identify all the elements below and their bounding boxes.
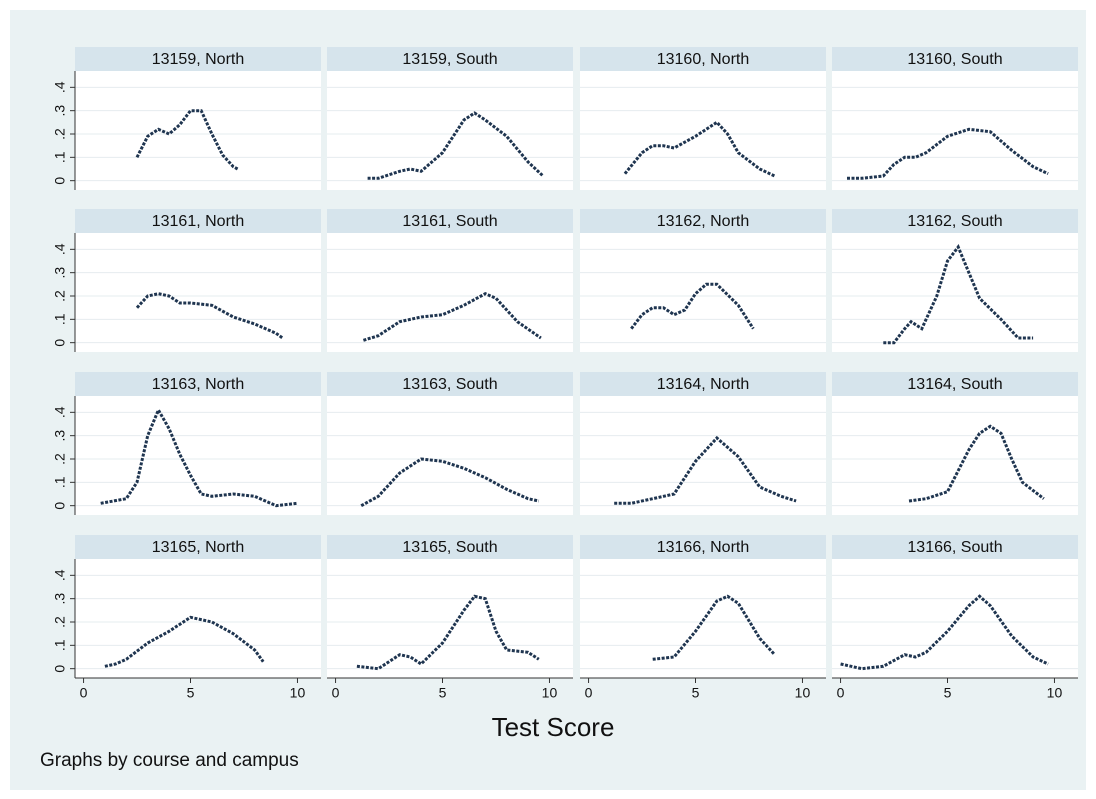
- y-tick-label: .3: [52, 430, 68, 442]
- panel-title: 13165, South: [402, 539, 497, 556]
- y-tick-label: 0: [52, 339, 68, 347]
- y-tick-label: 0: [52, 177, 68, 185]
- x-tick-label: 0: [585, 685, 593, 701]
- panel-title: 13160, South: [907, 51, 1002, 68]
- panel-header: [75, 535, 321, 559]
- panel-header: [580, 209, 826, 233]
- panel-header: [327, 535, 573, 559]
- panel-title: 13159, South: [402, 51, 497, 68]
- x-tick-label: 0: [80, 685, 88, 701]
- plot-area: [832, 71, 1078, 190]
- density-line: [908, 424, 1045, 503]
- x-tick-label: 5: [692, 685, 700, 701]
- plot-area: [75, 559, 321, 678]
- panel-title: 13162, North: [657, 213, 750, 230]
- x-tick-label: 10: [542, 685, 558, 701]
- note: Graphs by course and campus: [40, 750, 299, 771]
- panel-header: [75, 372, 321, 396]
- density-line: [356, 594, 540, 671]
- plot-area: [580, 396, 826, 515]
- panel-title: 13159, North: [152, 51, 245, 68]
- x-tick-label: 0: [332, 685, 340, 701]
- panel-header: [327, 372, 573, 396]
- panel-header: [580, 372, 826, 396]
- panel-header: [832, 209, 1078, 233]
- panel-title: 13163, North: [152, 376, 245, 393]
- y-tick-label: .4: [52, 81, 68, 93]
- density-line: [104, 615, 265, 668]
- y-tick-label: .1: [52, 151, 68, 163]
- panel-title: 13161, South: [402, 213, 497, 230]
- y-tick-label: .3: [52, 105, 68, 117]
- density-line: [623, 120, 776, 178]
- plot-area: [75, 71, 321, 190]
- density-line: [630, 282, 755, 330]
- panel-title: 13164, South: [907, 376, 1002, 393]
- y-tick-label: 0: [52, 665, 68, 673]
- x-tick-label: 5: [439, 685, 447, 701]
- plot-area: [327, 396, 573, 515]
- panel-title: 13161, North: [152, 213, 245, 230]
- density-line: [135, 292, 284, 340]
- panel-title: 13164, North: [657, 376, 750, 393]
- plot-area: [75, 233, 321, 352]
- panel-title: 13160, North: [657, 51, 750, 68]
- panel-title: 13166, North: [657, 539, 750, 556]
- panel-header: [75, 47, 321, 71]
- panel-header: [832, 535, 1078, 559]
- density-line: [847, 127, 1049, 180]
- y-tick-label: .2: [52, 128, 68, 140]
- plot-area: [832, 233, 1078, 352]
- panel-title: 13162, South: [907, 213, 1002, 230]
- density-line: [100, 406, 298, 508]
- y-tick-label: .4: [52, 569, 68, 581]
- panel-header: [580, 535, 826, 559]
- x-axis-title: Test Score: [492, 712, 615, 742]
- panel-header: [327, 47, 573, 71]
- panel-title: 13163, South: [402, 376, 497, 393]
- x-tick-label: 10: [290, 685, 306, 701]
- y-tick-label: .2: [52, 453, 68, 465]
- y-tick-label: .2: [52, 616, 68, 628]
- density-line: [840, 594, 1049, 671]
- y-tick-label: .1: [52, 639, 68, 651]
- panel-header: [832, 372, 1078, 396]
- density-line: [360, 457, 540, 508]
- plot-area: [75, 396, 321, 515]
- y-tick-label: .4: [52, 243, 68, 255]
- y-tick-label: .4: [52, 406, 68, 418]
- x-tick-label: 5: [944, 685, 952, 701]
- panel-header: [75, 209, 321, 233]
- y-tick-label: .2: [52, 290, 68, 302]
- density-line: [135, 109, 239, 171]
- density-line: [652, 594, 776, 661]
- y-tick-label: .1: [52, 476, 68, 488]
- y-tick-label: .1: [52, 313, 68, 325]
- plot-area: [327, 71, 573, 190]
- density-line: [367, 111, 545, 180]
- y-tick-label: .3: [52, 267, 68, 279]
- panel-title: 13166, South: [907, 539, 1002, 556]
- density-line: [883, 244, 1034, 345]
- plot-area: [580, 233, 826, 352]
- panel-title: 13165, North: [152, 539, 245, 556]
- x-tick-label: 5: [187, 685, 195, 701]
- density-line: [614, 435, 797, 505]
- y-tick-label: 0: [52, 502, 68, 510]
- panel-header: [327, 209, 573, 233]
- x-tick-label: 0: [837, 685, 845, 701]
- y-tick-label: .3: [52, 593, 68, 605]
- panel-header: [832, 47, 1078, 71]
- x-tick-label: 10: [795, 685, 811, 701]
- panel-header: [580, 47, 826, 71]
- x-tick-label: 10: [1047, 685, 1063, 701]
- density-line: [362, 292, 542, 342]
- plot-area: [327, 559, 573, 678]
